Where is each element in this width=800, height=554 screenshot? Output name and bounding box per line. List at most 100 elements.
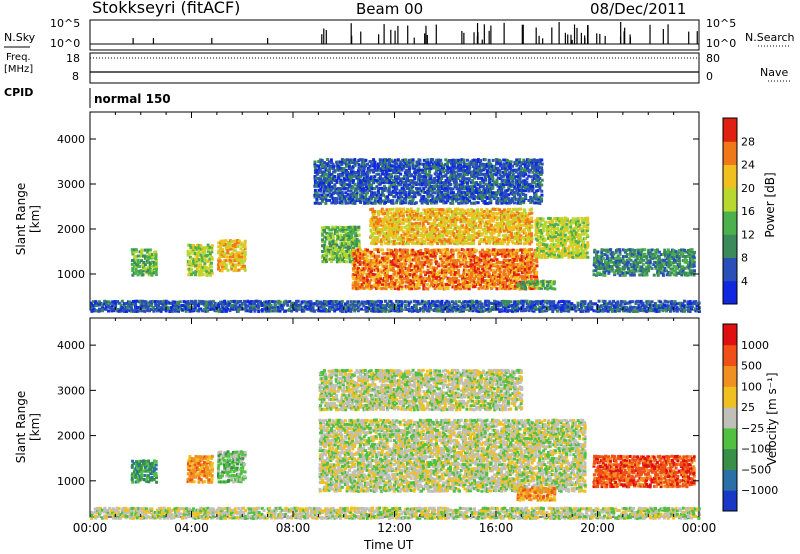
range-cell [199,263,203,267]
range-cell [522,282,526,286]
range-cell [493,270,497,274]
range-cell [208,263,212,267]
range-cell [414,224,418,228]
range-cell [350,229,354,233]
range-cell [486,230,490,234]
range-cell [443,238,447,242]
range-cell [509,286,513,290]
range-cell [495,262,499,266]
range-cell [371,225,375,229]
range-cell [427,262,431,266]
range-cell [637,261,641,265]
range-cell [402,264,406,268]
range-cell [351,286,355,290]
range-cell [540,231,544,235]
range-cell [524,218,528,222]
range-cell [529,240,533,244]
range-cell [483,214,487,218]
range-cell [376,235,380,239]
range-cell [509,252,513,256]
range-cell [483,273,487,277]
range-cell [497,231,501,235]
range-cell [540,232,544,236]
range-cell [341,252,345,256]
range-cell [284,309,288,313]
range-cell [513,276,517,280]
range-cell [386,252,390,256]
range-cell [598,256,602,260]
range-cell [501,228,505,232]
range-cell [415,274,419,278]
range-cell [323,243,327,247]
range-cell [500,264,504,268]
range-cell [513,271,517,275]
range-cell [565,247,569,251]
range-cell [440,260,444,264]
range-cell [457,217,461,221]
range-cell [348,257,352,261]
range-cell [419,227,423,231]
range-cell [450,223,454,227]
range-cell [400,262,404,266]
range-cell [484,211,488,215]
range-cell [550,253,554,257]
range-cell [472,220,476,224]
range-cell [409,238,413,242]
range-cell [479,284,483,288]
range-cell [467,284,471,288]
range-cell [417,260,421,264]
range-cell [472,238,476,242]
range-cell [565,251,569,255]
range-cell [552,227,556,231]
range-cell [154,253,158,257]
range-cell [479,211,483,215]
range-cell [463,276,467,280]
range-cell [638,273,642,277]
range-cell [400,283,404,287]
range-cell [561,225,565,229]
range-cell [506,269,510,273]
range-cell [585,224,589,228]
range-cell [462,252,466,256]
range-cell [578,235,582,239]
range-cell [323,227,327,231]
range-cell [423,219,427,223]
range-cell [422,218,426,222]
range-cell [571,235,575,239]
range-cell [522,256,526,260]
range-cell [335,260,339,264]
range-cell [134,271,138,275]
range-cell [475,236,479,240]
range-cell [397,254,401,258]
range-cell [478,250,482,254]
range-cell [630,269,634,273]
range-cell [369,272,373,276]
range-cell [384,259,388,263]
range-cell [436,228,440,232]
range-cell [208,245,212,249]
range-cell [572,231,576,235]
range-cell [573,233,577,237]
range-cell [504,287,508,291]
range-cell [150,271,154,275]
range-cell [690,248,694,252]
range-cell [456,258,460,262]
range-cell [426,256,430,260]
range-cell [219,247,223,251]
range-cell [526,214,530,218]
range-cell [220,269,224,273]
range-cell [384,256,388,260]
range-cell [394,212,398,216]
range-cell [387,229,391,233]
range-cell [388,275,392,279]
range-cell [600,265,604,269]
range-cell [489,258,493,262]
range-cell [473,285,477,289]
range-cell [586,219,590,223]
range-cell [539,228,543,232]
range-cell [528,238,532,242]
range-cell [616,269,620,273]
range-cell [218,245,222,249]
range-cell [484,258,488,262]
range-cell [487,254,491,258]
